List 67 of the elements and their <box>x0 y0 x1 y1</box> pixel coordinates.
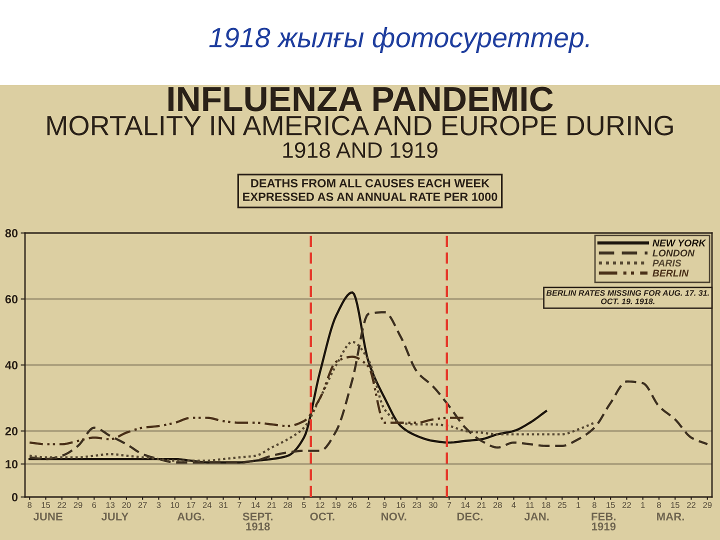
y-tick-label: 60 <box>5 295 18 304</box>
x2-tick-label: JULY <box>101 512 128 520</box>
x-tick-label: 22 <box>687 502 696 508</box>
x-tick-label: 2 <box>366 502 370 508</box>
x-tick-label: 8 <box>28 502 32 508</box>
x-tick-label: 24 <box>202 502 212 508</box>
x2-tick-label: FEB. 1919 <box>592 512 616 530</box>
annotation: BERLIN RATES MISSING FOR AUG. 17. 31. OCT. 19. 1918. <box>546 290 709 304</box>
x-tick-label: 31 <box>218 502 228 508</box>
x-tick-label: 15 <box>42 502 50 508</box>
x-tick-label: 14 <box>252 502 260 508</box>
x-tick-label: 7 <box>447 502 452 508</box>
text: NEW YORK <box>652 240 706 246</box>
chart-title: 1918 жылғы фотосуреттер. <box>209 27 589 53</box>
x-tick-label: 17 <box>186 502 196 508</box>
x-tick-label: 1 <box>576 502 580 508</box>
x2-tick-label: SEPT. 1918 <box>242 512 273 530</box>
x-tick-label: 11 <box>526 502 534 508</box>
x2-tick-label: JUNE <box>33 512 62 520</box>
x-tick-label: 30 <box>428 502 438 508</box>
x-tick-label: 9 <box>382 502 387 508</box>
x-tick-label: 12 <box>316 502 324 508</box>
y-tick-label: 40 <box>5 361 18 370</box>
y-tick-label: 0 <box>12 493 18 502</box>
x-tick-label: 28 <box>493 502 502 508</box>
x-tick-label: 26 <box>348 502 357 508</box>
x-tick-label: 1 <box>641 502 645 508</box>
x-tick-label: 15 <box>606 502 615 508</box>
y-tick-label: 80 <box>5 229 18 238</box>
x2-tick-label: MAR. <box>657 512 684 520</box>
x-tick-label: 16 <box>396 502 406 508</box>
chart-subtitle: INFLUENZA PANDEMIC MORTALITY IN AMERICA AND EUROPE DURING 1918 AND 1919 <box>47 86 673 158</box>
x-tick-label: 18 <box>542 502 550 508</box>
x-tick-label: 4 <box>512 502 516 508</box>
x-tick-label: 20 <box>122 502 131 508</box>
text: BERLIN <box>652 270 689 276</box>
x-tick-label: 8 <box>592 502 596 508</box>
x-tick-label: 13 <box>106 502 115 508</box>
x-tick-label: 3 <box>156 502 161 508</box>
x-tick-label: 28 <box>284 502 292 508</box>
x2-tick-label: NOV. <box>382 512 406 520</box>
x2-tick-label: JAN. <box>524 512 549 520</box>
x-tick-label: 22 <box>58 502 66 508</box>
x-tick-label: 25 <box>558 502 566 508</box>
x-tick-label: 29 <box>703 502 712 508</box>
x-tick-label: 7 <box>238 502 242 508</box>
x-tick-label: 5 <box>302 502 306 508</box>
x-tick-label: 21 <box>267 502 276 508</box>
x2-tick-label: OCT. <box>310 512 334 520</box>
x-tick-label: 6 <box>92 502 96 508</box>
x-tick-label: 27 <box>138 502 147 508</box>
y-tick-label: 20 <box>5 427 18 436</box>
text: PARIS <box>652 260 682 267</box>
x-tick-label: 8 <box>657 502 661 508</box>
x2-tick-label: AUG. <box>177 512 204 520</box>
x-tick-label: 22 <box>622 502 631 508</box>
x-tick-label: 23 <box>412 502 422 508</box>
x-tick-label: 14 <box>461 502 470 508</box>
x-tick-label: 19 <box>332 502 340 508</box>
text: LONDON <box>652 250 695 256</box>
x2-tick-label: DEC. <box>457 512 482 520</box>
x-tick-label: 15 <box>671 502 680 508</box>
text: DEATHS FROM ALL CAUSES EACH WEEK EXPRESSED AS AN ANNUAL RATE PER 1000 <box>243 179 498 201</box>
x-tick-label: 21 <box>477 502 486 508</box>
x-tick-label: 10 <box>170 502 180 508</box>
y-tick-label: 10 <box>6 460 18 468</box>
x-tick-label: 29 <box>74 502 82 508</box>
